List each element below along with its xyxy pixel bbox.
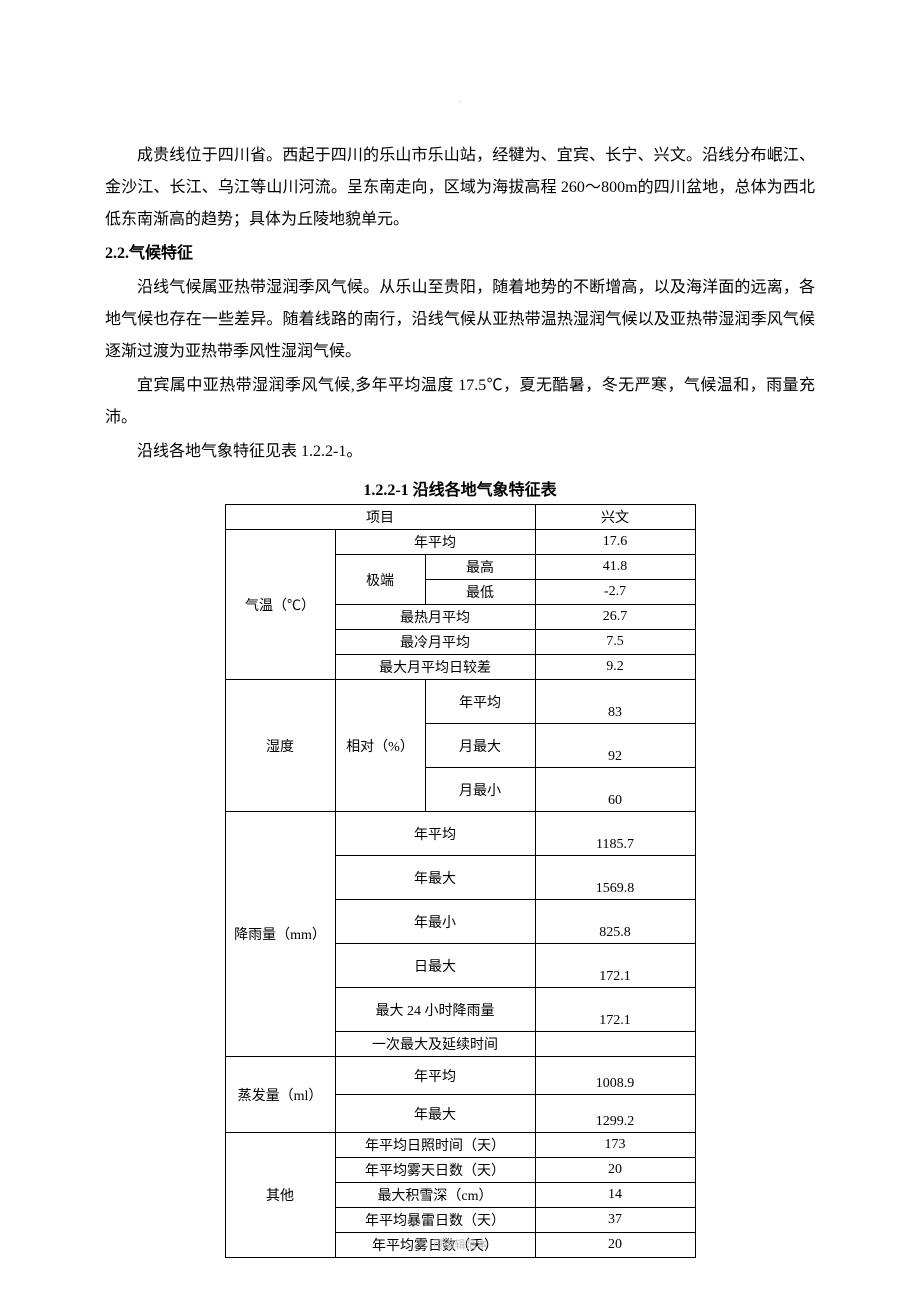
temp-maxrange-label: 最大月平均日较差 bbox=[335, 655, 535, 680]
rainfall-annual-max-label: 年最大 bbox=[335, 856, 535, 900]
rainfall-annual-min-value: 825.8 bbox=[535, 900, 695, 944]
temp-maxrange-value: 9.2 bbox=[535, 655, 695, 680]
evap-annual-avg-value: 1008.9 bbox=[535, 1057, 695, 1095]
other-storm-value: 37 bbox=[535, 1208, 695, 1233]
top-mark: . bbox=[459, 95, 461, 104]
other-sun-label: 年平均日照时间（天） bbox=[335, 1133, 535, 1158]
temp-hottest-value: 26.7 bbox=[535, 605, 695, 630]
temp-coldest-value: 7.5 bbox=[535, 630, 695, 655]
rainfall-once-label: 一次最大及延续时间 bbox=[335, 1032, 535, 1057]
table-row: 气温（℃） 年平均 17.6 bbox=[225, 530, 695, 555]
humidity-label: 湿度 bbox=[225, 680, 335, 812]
table-row: 降雨量（mm） 年平均 1185.7 bbox=[225, 812, 695, 856]
other-fog-value: 20 bbox=[535, 1158, 695, 1183]
evap-annual-max-label: 年最大 bbox=[335, 1095, 535, 1133]
other-storm-label: 年平均暴雷日数（天） bbox=[335, 1208, 535, 1233]
temp-extreme-max-label: 最高 bbox=[425, 555, 535, 580]
rainfall-day-max-label: 日最大 bbox=[335, 944, 535, 988]
temp-extreme-min-value: -2.7 bbox=[535, 580, 695, 605]
temp-extreme-label: 极端 bbox=[335, 555, 425, 605]
humidity-monthmax-value: 92 bbox=[535, 724, 695, 768]
evap-label: 蒸发量（ml） bbox=[225, 1057, 335, 1133]
humidity-monthmin-label: 月最小 bbox=[425, 768, 535, 812]
other-sun-value: 173 bbox=[535, 1133, 695, 1158]
paragraph-2: 沿线气候属亚热带湿润季风气候。从乐山至贵阳，随着地势的不断增高，以及海洋面的远离… bbox=[105, 272, 815, 368]
climate-table: 项目 兴文 气温（℃） 年平均 17.6 极端 最高 41.8 最低 -2.7 … bbox=[225, 504, 696, 1258]
temp-annual-avg-label: 年平均 bbox=[335, 530, 535, 555]
table-row: 项目 兴文 bbox=[225, 505, 695, 530]
rainfall-annual-avg-label: 年平均 bbox=[335, 812, 535, 856]
other-snow-value: 14 bbox=[535, 1183, 695, 1208]
heading-climate: 2.2.气候特征 bbox=[105, 238, 815, 270]
footer-text: 可编辑范本 bbox=[0, 1236, 920, 1252]
temp-extreme-max-value: 41.8 bbox=[535, 555, 695, 580]
paragraph-1: 成贵线位于四川省。西起于四川的乐山市乐山站，经犍为、宜宾、长宁、兴文。沿线分布岷… bbox=[105, 140, 815, 236]
temp-hottest-label: 最热月平均 bbox=[335, 605, 535, 630]
humidity-monthmin-value: 60 bbox=[535, 768, 695, 812]
header-location: 兴文 bbox=[535, 505, 695, 530]
paragraph-3: 宜宾属中亚热带湿润季风气候,多年平均温度 17.5℃，夏无酷暑，冬无严寒，气候温… bbox=[105, 370, 815, 434]
rainfall-24h-value: 172.1 bbox=[535, 988, 695, 1032]
other-snow-label: 最大积雪深（cm） bbox=[335, 1183, 535, 1208]
temp-annual-avg-value: 17.6 bbox=[535, 530, 695, 555]
rainfall-24h-label: 最大 24 小时降雨量 bbox=[335, 988, 535, 1032]
rainfall-day-max-value: 172.1 bbox=[535, 944, 695, 988]
humidity-annual-label: 年平均 bbox=[425, 680, 535, 724]
table-row: 其他 年平均日照时间（天） 173 bbox=[225, 1133, 695, 1158]
table-row: 湿度 相对（%） 年平均 83 bbox=[225, 680, 695, 724]
humidity-annual-value: 83 bbox=[535, 680, 695, 724]
paragraph-4: 沿线各地气象特征见表 1.2.2-1。 bbox=[105, 436, 815, 468]
temp-extreme-min-label: 最低 bbox=[425, 580, 535, 605]
rainfall-label: 降雨量（mm） bbox=[225, 812, 335, 1057]
temp-coldest-label: 最冷月平均 bbox=[335, 630, 535, 655]
evap-annual-avg-label: 年平均 bbox=[335, 1057, 535, 1095]
evap-annual-max-value: 1299.2 bbox=[535, 1095, 695, 1133]
rainfall-annual-avg-value: 1185.7 bbox=[535, 812, 695, 856]
table-row: 蒸发量（ml） 年平均 1008.9 bbox=[225, 1057, 695, 1095]
temp-label: 气温（℃） bbox=[225, 530, 335, 680]
rainfall-annual-max-value: 1569.8 bbox=[535, 856, 695, 900]
header-project: 项目 bbox=[225, 505, 535, 530]
other-fog-label: 年平均雾天日数（天） bbox=[335, 1158, 535, 1183]
rainfall-annual-min-label: 年最小 bbox=[335, 900, 535, 944]
rainfall-once-value bbox=[535, 1032, 695, 1057]
humidity-monthmax-label: 月最大 bbox=[425, 724, 535, 768]
humidity-relative-label: 相对（%） bbox=[335, 680, 425, 812]
table-title: 1.2.2-1 沿线各地气象特征表 bbox=[105, 476, 815, 500]
